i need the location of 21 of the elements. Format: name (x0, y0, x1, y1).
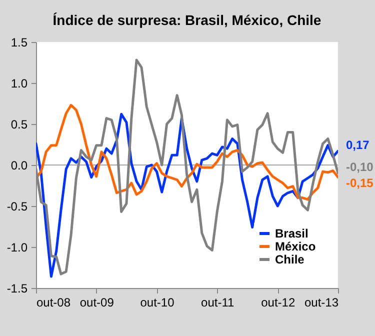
x-tick-label: out-10 (140, 296, 175, 310)
y-tick-label: 1.0 (10, 76, 28, 90)
chart-title: Índice de surpresa: Brasil, México, Chile (52, 12, 322, 28)
x-tick-label: out-12 (261, 296, 296, 310)
x-tick-label: out-09 (80, 296, 114, 310)
y-tick-label: -0.5 (6, 200, 28, 214)
x-tick-label: out-13 (304, 296, 339, 310)
y-tick-label: 1.5 (10, 36, 28, 50)
x-tick-label: out-11 (201, 296, 234, 310)
legend-label: Chile (275, 252, 305, 266)
legend-label: México (275, 240, 316, 254)
annotation: -0,15 (346, 176, 374, 190)
y-tick-label: 0.0 (10, 158, 28, 172)
annotation: 0,17 (346, 138, 370, 152)
y-tick-label: -1.5 (6, 282, 28, 296)
y-tick-label: -1.0 (6, 240, 28, 254)
line-series (36, 104, 338, 201)
y-tick-label: 0.5 (10, 118, 28, 132)
x-tick-label: out-08 (36, 296, 71, 310)
legend-label: Brasil (275, 226, 308, 240)
annotation: -0,10 (346, 160, 374, 174)
